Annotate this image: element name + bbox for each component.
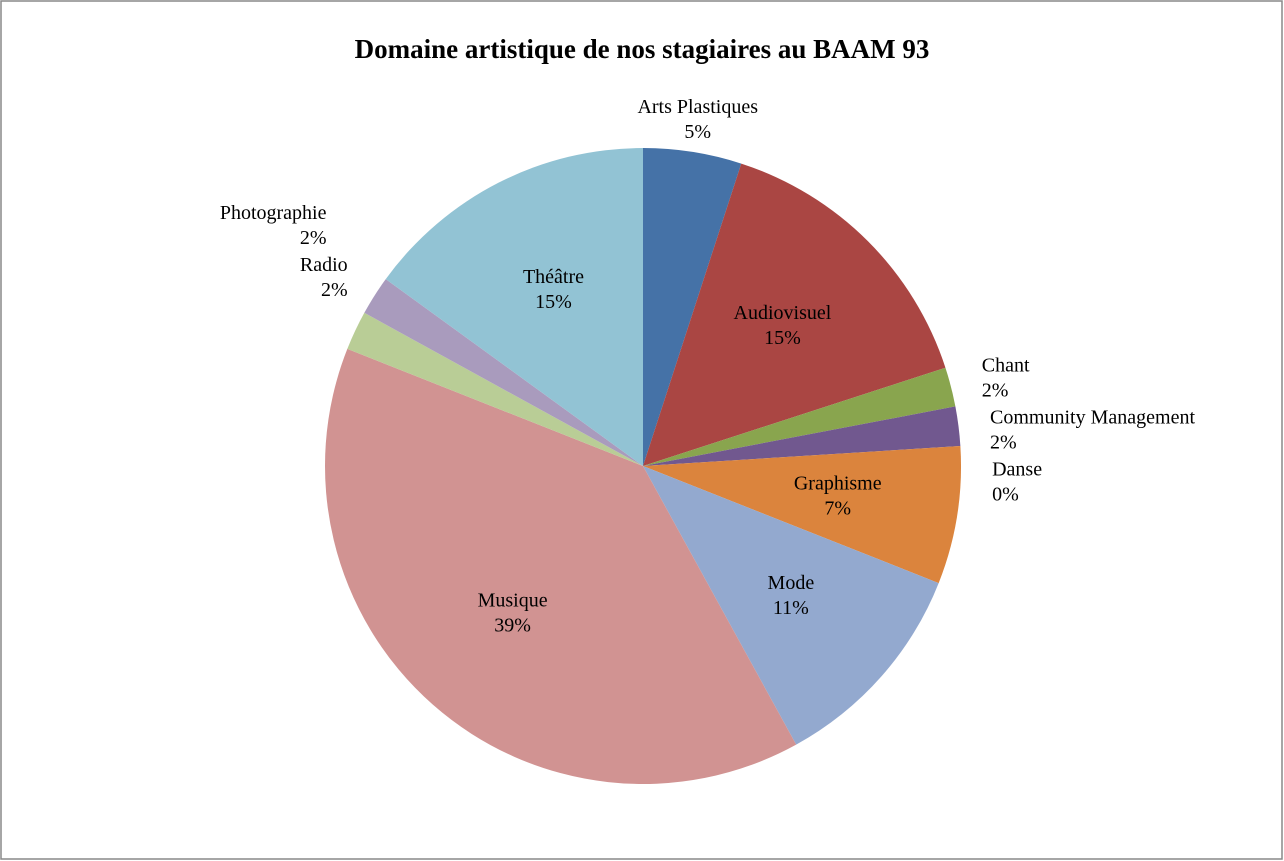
slice-label: Musique — [478, 589, 548, 611]
pie-slice — [347, 312, 643, 466]
slice-label: Community Management — [990, 407, 1195, 429]
slice-value-label: 2% — [990, 432, 1017, 454]
pie-slice — [643, 367, 956, 466]
pie-slice — [643, 406, 961, 466]
slice-label: Photographie — [220, 202, 327, 224]
slice-label: Radio — [300, 254, 348, 276]
pie-slice — [643, 466, 939, 745]
chart-title: Domaine artistique de nos stagiaires au … — [355, 34, 930, 64]
slice-value-label: 2% — [982, 380, 1009, 402]
pie-slice — [324, 348, 797, 785]
slice-label: Graphisme — [794, 472, 882, 494]
pie-slice — [385, 148, 643, 466]
slice-value-label: 0% — [992, 484, 1019, 506]
pie-slice — [643, 148, 742, 466]
slice-label: Théâtre — [523, 266, 584, 288]
pie-slice — [643, 163, 946, 466]
slice-label: Mode — [768, 572, 815, 594]
pie-slice — [364, 279, 643, 466]
slice-label: Chant — [982, 355, 1030, 377]
slice-value-label: 15% — [764, 327, 801, 349]
slice-value-label: 39% — [494, 614, 531, 636]
slice-value-label: 2% — [321, 279, 348, 301]
slice-value-label: 7% — [824, 497, 851, 519]
slice-value-label: 15% — [535, 291, 572, 313]
slice-label: Danse — [992, 459, 1042, 481]
slice-value-label: 2% — [300, 227, 327, 249]
pie-slice — [643, 446, 961, 584]
slice-label: Audiovisuel — [734, 302, 832, 324]
slice-value-label: 5% — [684, 121, 711, 143]
slice-label: Arts Plastiques — [637, 96, 758, 118]
slice-value-label: 11% — [773, 597, 809, 619]
